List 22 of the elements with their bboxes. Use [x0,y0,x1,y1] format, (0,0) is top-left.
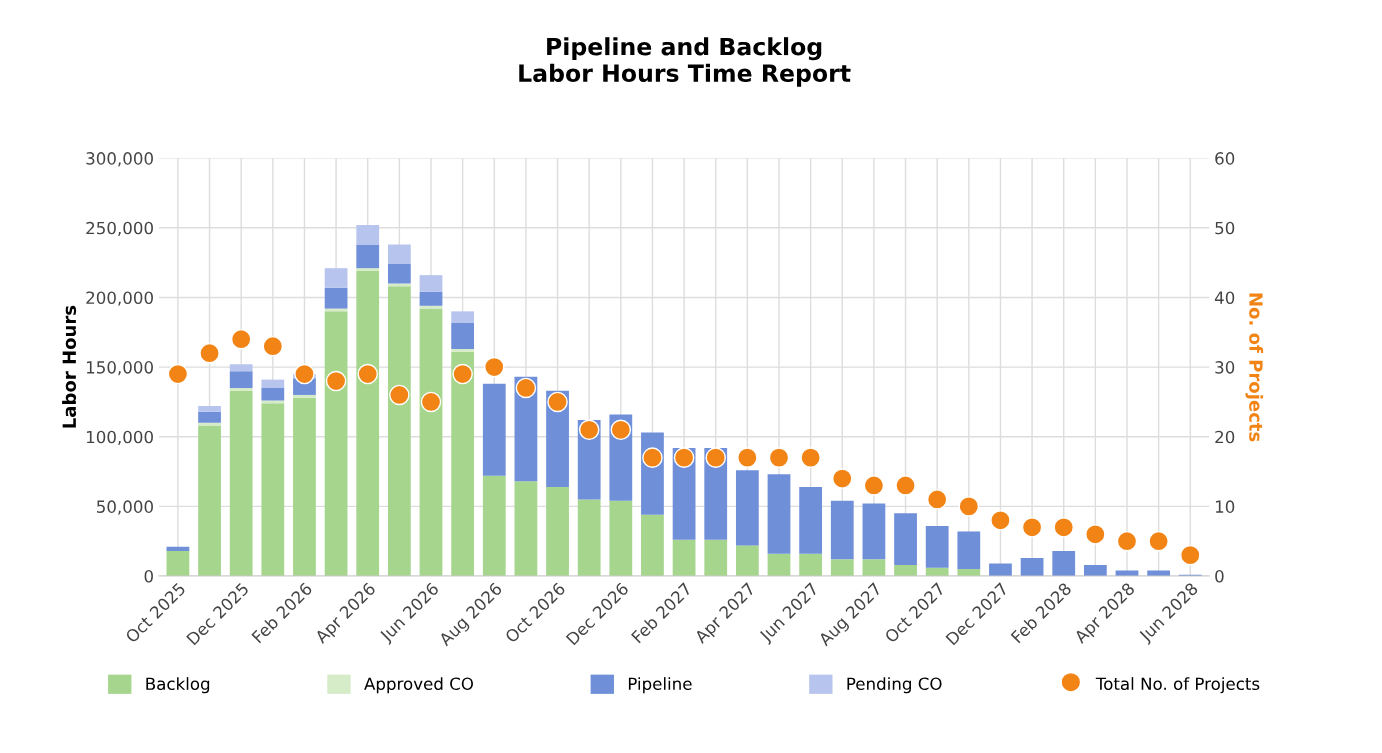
chart-title: Pipeline and Backlog Labor Hours Time Report [519,37,851,87]
legend-label: Total No. of Projects [1095,677,1260,694]
y-tick-label: 50,000 [97,500,153,515]
y2-axis-title: No. of Projects [1245,293,1264,442]
y-tick-label: 150,000 [86,361,153,376]
y2-tick-label: 60 [1215,152,1235,165]
y-axis-title: Labor Hours [62,305,77,428]
y2-tick-label: 40 [1214,291,1235,304]
y2-tick-label: 30 [1215,361,1235,374]
y-tick-label: 100,000 [86,430,153,446]
y-tick-label: 300,000 [86,152,153,167]
y-tick-label: 250,000 [86,221,153,237]
y2-tick-label: 0 [1215,570,1224,583]
legend-label: Backlog [146,677,210,694]
y2-tick-label: 10 [1215,500,1235,513]
legend-label: Approved CO [364,677,474,694]
legend-label: Pipeline [628,677,692,694]
y2-tick-label: 50 [1215,221,1235,235]
legend-label: Pending CO [847,677,942,694]
y2-tick-label: 20 [1215,430,1235,444]
y-tick-label: 200,000 [86,291,153,306]
y-tick-label: 0 [144,570,153,583]
